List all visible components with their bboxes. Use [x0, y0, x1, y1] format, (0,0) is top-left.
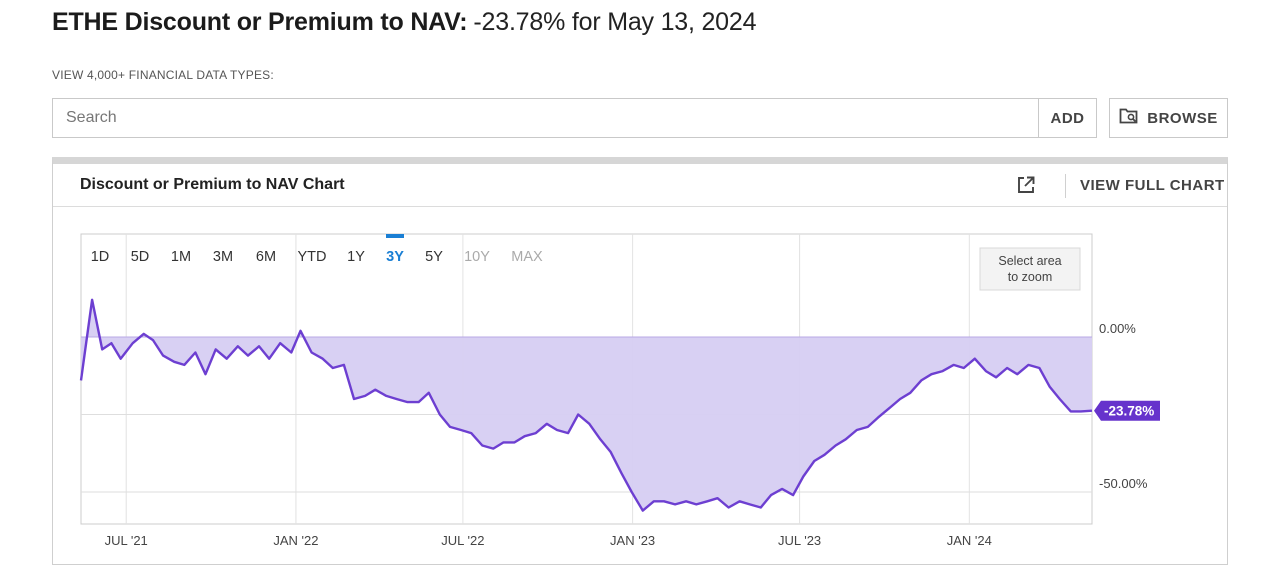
- range-button-5d[interactable]: 5D: [131, 249, 150, 265]
- range-button-5y[interactable]: 5Y: [425, 249, 443, 265]
- data-types-caption: VIEW 4,000+ FINANCIAL DATA TYPES:: [52, 68, 274, 82]
- range-button-max: MAX: [511, 249, 543, 265]
- range-button-1m[interactable]: 1M: [171, 249, 191, 265]
- range-button-1d[interactable]: 1D: [91, 249, 110, 265]
- chart-panel: Discount or Premium to NAV Chart VIEW FU…: [52, 157, 1228, 565]
- range-button-3y[interactable]: 3Y: [386, 249, 404, 265]
- search-input[interactable]: [53, 99, 1038, 137]
- chart-panel-header: Discount or Premium to NAV Chart VIEW FU…: [53, 164, 1227, 207]
- series-line: [79, 298, 1093, 512]
- x-tick-label: JUL '23: [778, 533, 821, 548]
- browse-label: BROWSE: [1147, 109, 1218, 127]
- zoom-hint-line-2: to zoom: [1008, 270, 1052, 284]
- range-button-1y[interactable]: 1Y: [347, 249, 365, 265]
- view-full-chart-link[interactable]: VIEW FULL CHART: [1080, 177, 1225, 194]
- x-tick-label: JUL '21: [105, 533, 148, 548]
- folder-search-icon: [1119, 107, 1139, 129]
- range-button-ytd[interactable]: YTD: [298, 249, 327, 265]
- range-button-10y: 10Y: [464, 249, 490, 265]
- add-button[interactable]: ADD: [1038, 99, 1096, 137]
- x-tick-label: JAN '23: [610, 533, 655, 548]
- y-tick-label: 0.00%: [1099, 321, 1136, 336]
- x-tick-label: JAN '24: [947, 533, 992, 548]
- range-button-6m[interactable]: 6M: [256, 249, 276, 265]
- series-area: [81, 299, 1092, 511]
- last-value-label: -23.78%: [1104, 404, 1154, 419]
- browse-button[interactable]: BROWSE: [1109, 98, 1228, 138]
- zoom-hint-box: [979, 247, 1081, 291]
- y-tick-label: -50.00%: [1099, 476, 1148, 491]
- x-tick-label: JAN '22: [273, 533, 318, 548]
- search-bar: ADD: [52, 98, 1097, 138]
- range-button-3m[interactable]: 3M: [213, 249, 233, 265]
- page-title-label: ETHE Discount or Premium to NAV:: [52, 8, 468, 36]
- header-divider: [1065, 174, 1066, 198]
- page-title: ETHE Discount or Premium to NAV: -23.78% …: [52, 8, 756, 37]
- external-link-icon[interactable]: [1015, 174, 1037, 196]
- page-title-value: -23.78% for May 13, 2024: [473, 8, 757, 36]
- range-active-indicator: [386, 234, 404, 238]
- x-tick-label: JUL '22: [441, 533, 484, 548]
- zoom-hint-line-1: Select area: [998, 254, 1061, 268]
- chart-panel-title: Discount or Premium to NAV Chart: [80, 176, 345, 193]
- last-value-badge: [1094, 400, 1160, 421]
